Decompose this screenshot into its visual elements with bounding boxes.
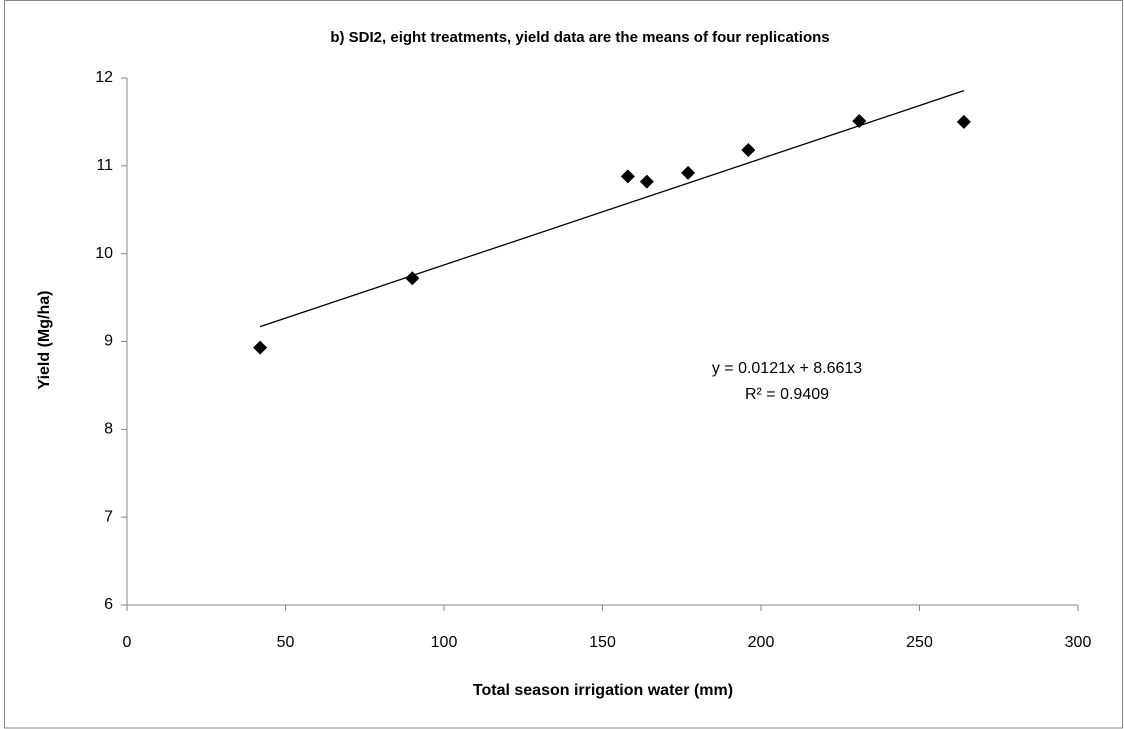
y-tick-label: 10 — [95, 245, 113, 262]
chart-title: b) SDI2, eight treatments, yield data ar… — [330, 29, 829, 46]
data-point — [741, 143, 756, 158]
y-tick-label: 7 — [104, 508, 113, 525]
data-point — [681, 165, 696, 180]
data-point — [852, 114, 867, 129]
annotation: R² = 0.9409 — [745, 386, 829, 403]
y-axis-label: Yield (Mg/ha) — [36, 291, 53, 390]
y-tick-label: 12 — [95, 69, 113, 86]
y-tick-label: 9 — [104, 333, 113, 350]
x-tick-label: 250 — [906, 634, 933, 651]
x-tick-label: 0 — [123, 634, 132, 651]
data-point — [620, 169, 635, 184]
data-point — [956, 114, 971, 129]
x-tick-label: 200 — [748, 634, 775, 651]
x-tick-label: 300 — [1065, 634, 1092, 651]
data-point — [639, 174, 654, 189]
x-tick-label: 100 — [431, 634, 458, 651]
y-tick-label: 6 — [104, 596, 113, 613]
chart-frame — [4, 0, 1123, 729]
x-tick-label: 150 — [589, 634, 616, 651]
data-point — [253, 340, 268, 355]
y-tick-label: 8 — [104, 421, 113, 438]
y-tick-label: 11 — [96, 157, 113, 174]
trendline — [259, 90, 965, 328]
x-axis-label: Total season irrigation water (mm) — [473, 682, 733, 699]
annotation: y = 0.0121x + 8.6613 — [712, 360, 862, 377]
data-point — [405, 271, 420, 286]
x-tick-label: 50 — [277, 634, 295, 651]
